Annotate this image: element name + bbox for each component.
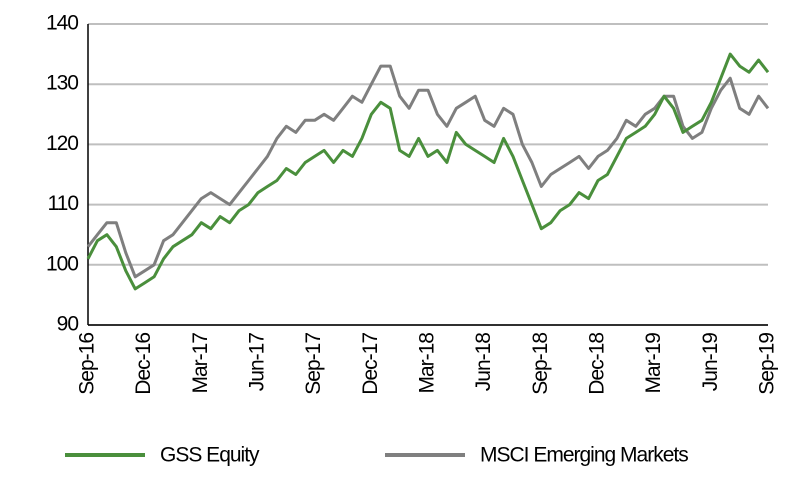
y-tick-label: 110 (48, 192, 79, 215)
x-tick-label: Dec-18 (586, 333, 609, 395)
y-tick-label: 90 (57, 313, 79, 336)
x-tick-label: Mar-18 (416, 333, 439, 394)
y-tick-label: 140 (46, 12, 78, 35)
legend-label: MSCI Emerging Markets (480, 444, 688, 467)
x-tick-label: Dec-17 (359, 333, 382, 395)
x-tick-label: Mar-17 (189, 333, 212, 394)
series-line (86, 52, 770, 291)
x-tick-label: Dec-16 (132, 333, 155, 395)
x-tick-label: Mar-19 (642, 333, 665, 394)
x-tick-label: Sep-19 (756, 333, 779, 395)
y-tick-label: 120 (46, 132, 78, 155)
series-line (86, 64, 770, 279)
x-tick-label: Jun-17 (246, 333, 269, 392)
x-tick-label: Jun-19 (699, 333, 722, 392)
x-tick-label: Sep-18 (529, 333, 552, 395)
y-tick-label: 130 (46, 72, 78, 95)
y-tick-label: 100 (46, 252, 78, 275)
x-tick-label: Sep-16 (76, 333, 99, 395)
x-tick-label: Jun-18 (472, 333, 495, 392)
legend-label: GSS Equity (160, 444, 260, 467)
x-tick-label: Sep-17 (302, 333, 325, 395)
